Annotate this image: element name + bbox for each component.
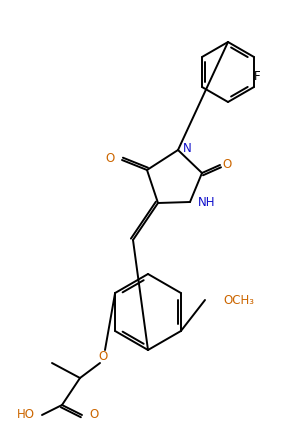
Text: N: N [183,142,192,155]
Text: O: O [106,152,115,165]
Text: O: O [222,158,232,171]
Text: NH: NH [198,196,216,209]
Text: F: F [254,71,260,84]
Text: O: O [98,350,108,363]
Text: O: O [89,408,98,421]
Text: OCH₃: OCH₃ [223,294,254,307]
Text: HO: HO [17,408,35,421]
